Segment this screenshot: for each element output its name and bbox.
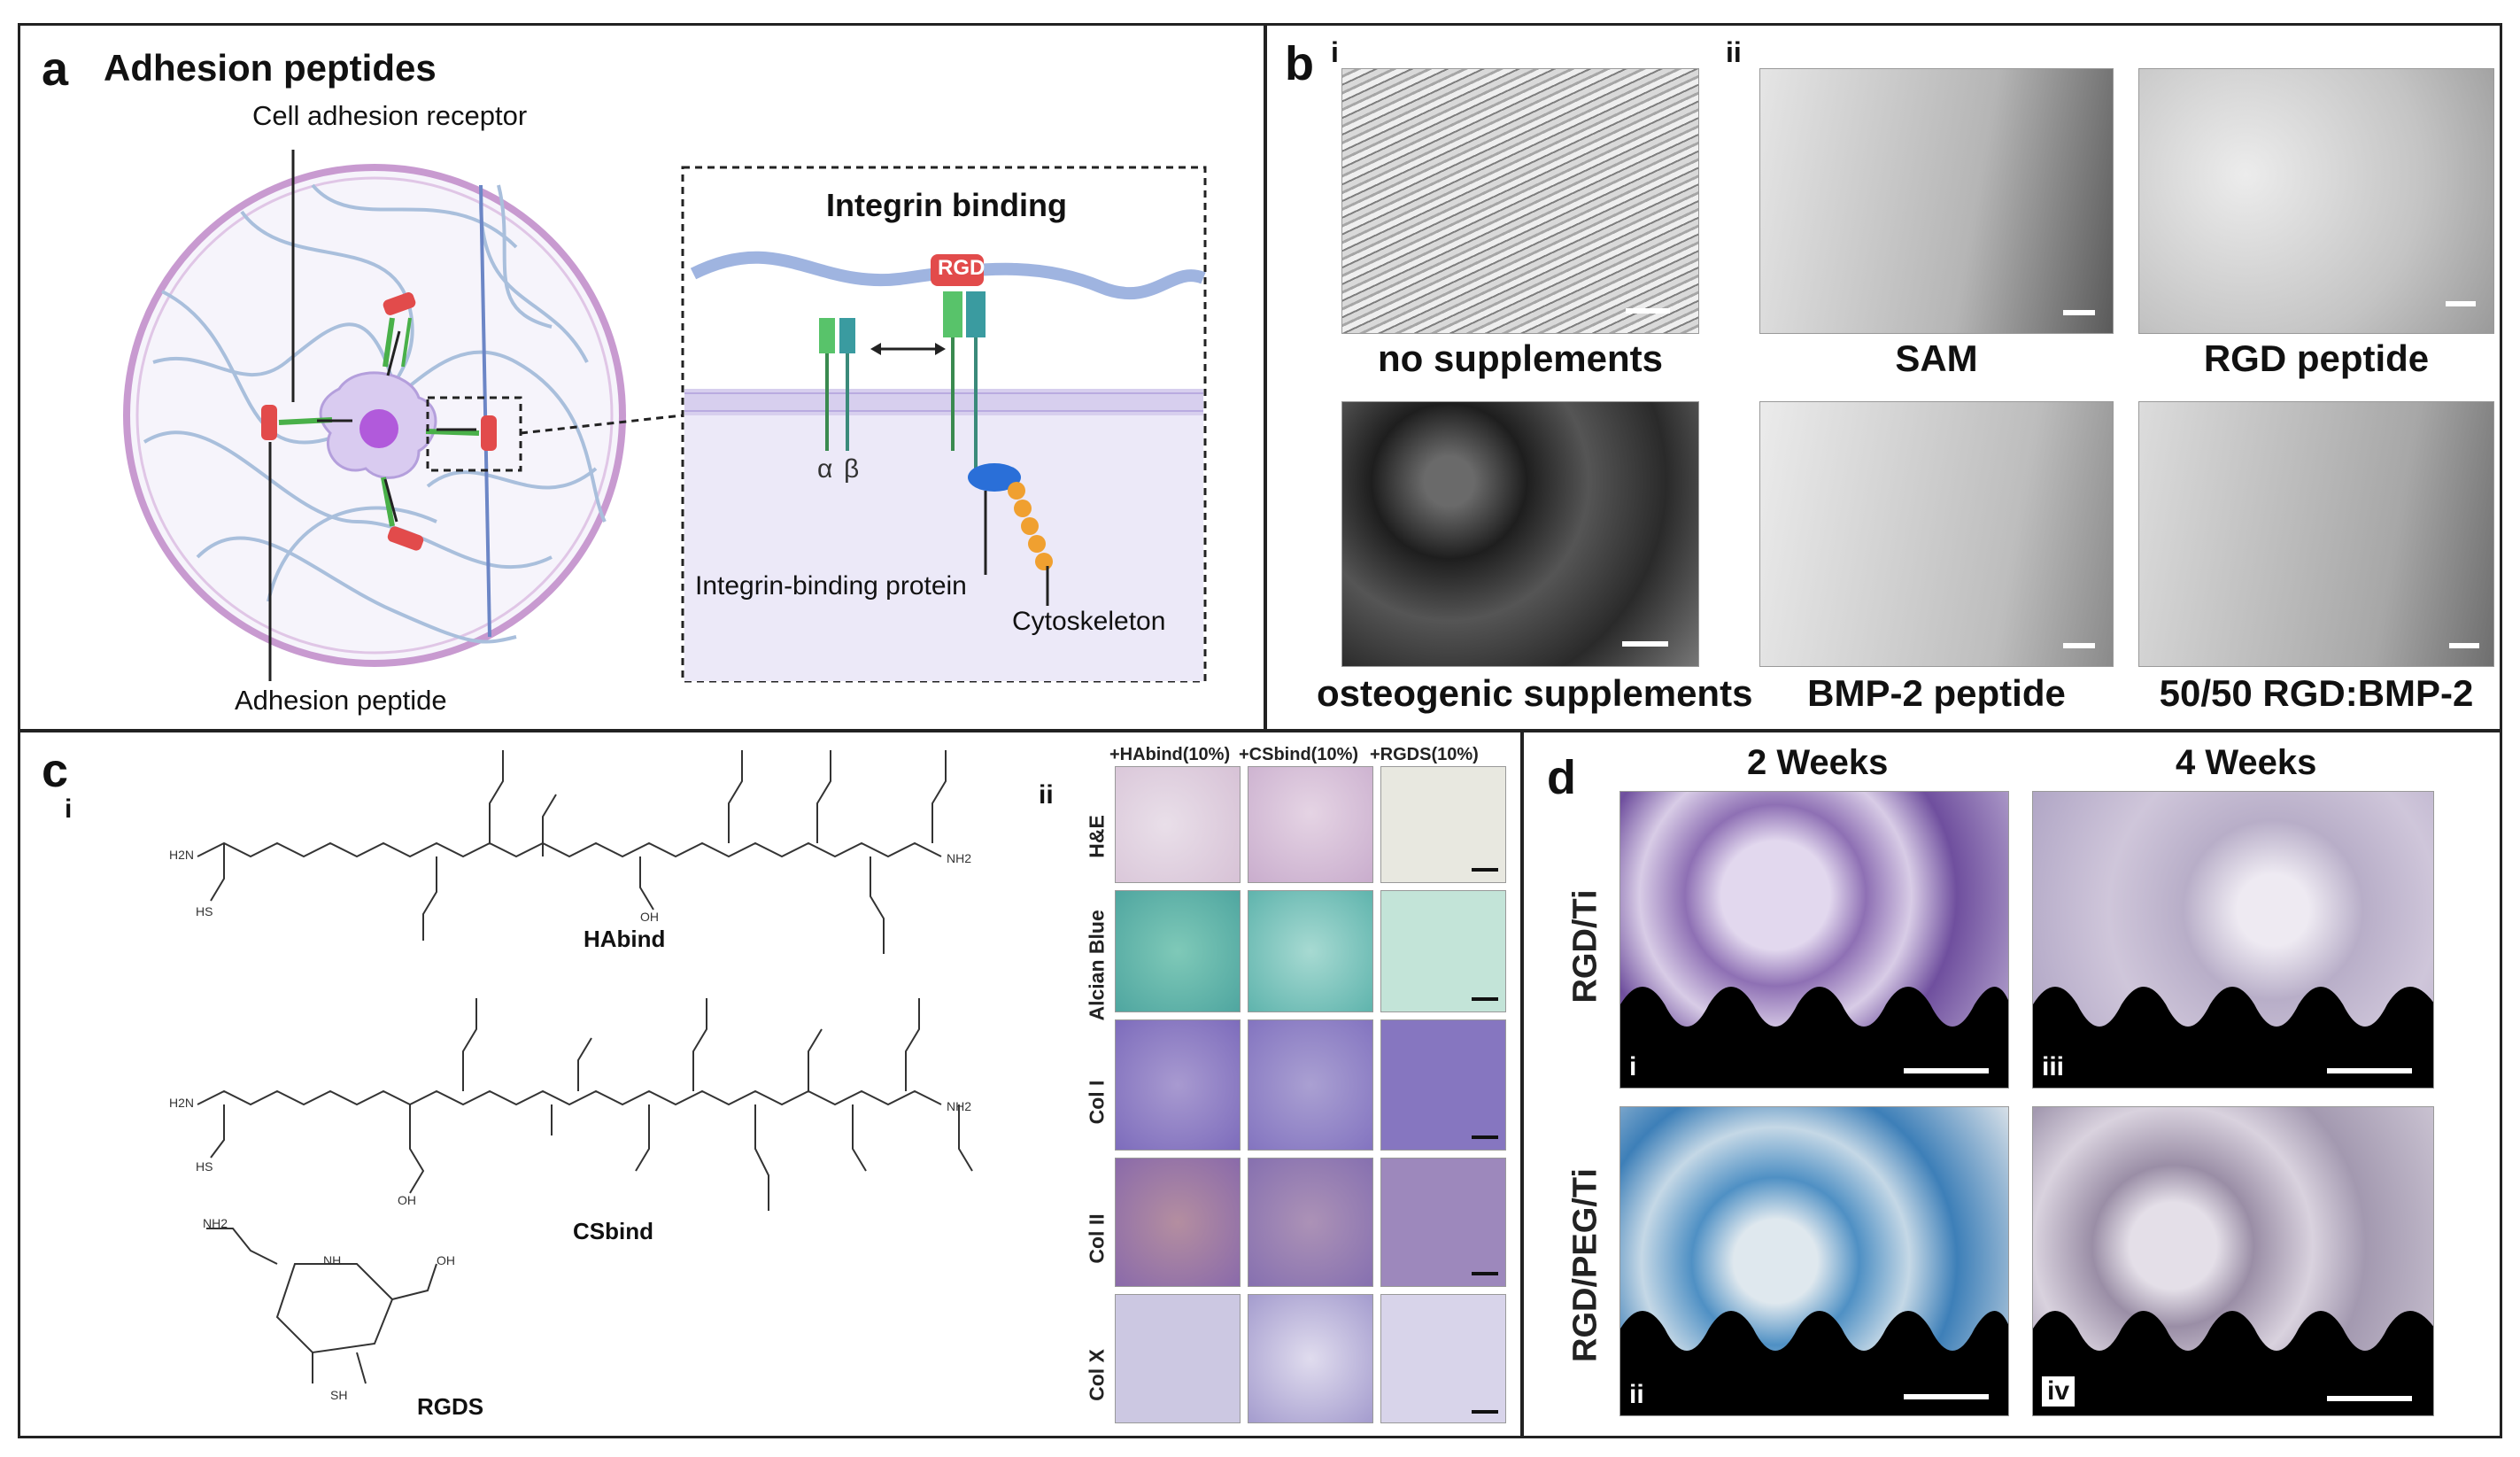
atom-nh-rgds: NH bbox=[323, 1253, 342, 1267]
histo-he-habind bbox=[1115, 766, 1241, 883]
histo-col1-habind bbox=[1115, 1019, 1241, 1151]
panel-c-sub-i: i bbox=[65, 794, 73, 824]
histo-col2-rgds bbox=[1380, 1158, 1506, 1287]
panel-a-title: Adhesion peptides bbox=[104, 47, 437, 89]
row-label-colx: Col X bbox=[1085, 1349, 1109, 1401]
adhesion-diagram bbox=[123, 150, 1207, 683]
label-csbind: CSbind bbox=[573, 1218, 653, 1244]
histology-2w-rgd-peg-ti: ii bbox=[1619, 1106, 2009, 1416]
row-label-he: H&E bbox=[1085, 815, 1109, 858]
panel-c: c i ii bbox=[18, 730, 1523, 1438]
histo-alcian-csbind bbox=[1248, 890, 1373, 1012]
histo-col2-csbind bbox=[1248, 1158, 1373, 1287]
panel-b-sub-ii: ii bbox=[1726, 36, 1742, 68]
panel-b: b i ii no supplements SAM RGD peptide os… bbox=[1264, 23, 2502, 732]
chemical-structures bbox=[197, 750, 973, 1384]
row-label-rgd-peg-ti: RGD/PEG/Ti bbox=[1566, 1168, 1604, 1362]
peptide-bottom bbox=[381, 477, 424, 551]
sub-label-i: i bbox=[1629, 1052, 1637, 1081]
histo-col2-habind bbox=[1115, 1158, 1241, 1287]
histo-col1-rgds bbox=[1380, 1019, 1506, 1151]
row-label-col2: Col II bbox=[1085, 1213, 1109, 1264]
panel-c-label: c bbox=[42, 744, 69, 797]
atom-nh2-rgds: NH2 bbox=[203, 1216, 228, 1230]
atom-oh-habind: OH bbox=[640, 910, 659, 924]
structure-csbind bbox=[197, 998, 973, 1211]
caption-rgd-bmp2: 50/50 RGD:BMP-2 bbox=[2159, 672, 2474, 714]
row-label-col1: Col I bbox=[1085, 1080, 1109, 1125]
label-integrin-binding-protein: Integrin-binding protein bbox=[695, 571, 967, 601]
histo-he-csbind bbox=[1248, 766, 1373, 883]
alpha-label: α bbox=[817, 454, 833, 484]
atom-oh-rgds: OH bbox=[437, 1253, 455, 1267]
caption-sam: SAM bbox=[1895, 337, 1978, 379]
histo-alcian-rgds bbox=[1380, 890, 1506, 1012]
col-label-rgds: +RGDS(10%) bbox=[1370, 745, 1479, 764]
label-rgds: RGDS bbox=[417, 1393, 484, 1420]
cell-nucleus bbox=[359, 409, 398, 448]
atom-h2n-csbind: H2N bbox=[169, 1096, 195, 1110]
beta-label: β bbox=[844, 454, 860, 484]
rgd-label: RGD bbox=[938, 256, 986, 280]
histo-colx-rgds bbox=[1380, 1294, 1506, 1423]
atom-hs-csbind: HS bbox=[196, 1159, 213, 1174]
atom-nh2-csbind: NH2 bbox=[947, 1099, 972, 1113]
micrograph-osteogenic bbox=[1341, 401, 1699, 667]
histo-alcian-habind bbox=[1115, 890, 1241, 1012]
micrograph-rgd-peptide bbox=[2138, 68, 2494, 334]
caption-no-supplements: no supplements bbox=[1377, 337, 1664, 379]
col-label-habind: +HAbind(10%) bbox=[1109, 745, 1231, 764]
histo-col1-csbind bbox=[1248, 1019, 1373, 1151]
panel-d-label: d bbox=[1547, 751, 1576, 804]
panel-a-label: a bbox=[42, 43, 69, 96]
histo-colx-habind bbox=[1115, 1294, 1241, 1423]
col-label-csbind: +CSbind(10%) bbox=[1239, 745, 1359, 764]
row-label-alcian: Alcian Blue bbox=[1085, 910, 1109, 1021]
row-label-rgd-ti: RGD/Ti bbox=[1566, 889, 1604, 1004]
atom-h2n-habind: H2N bbox=[169, 848, 195, 862]
col-label-4-weeks: 4 Weeks bbox=[2176, 743, 2317, 782]
atom-sh-rgds: SH bbox=[330, 1388, 348, 1402]
histology-4w-rgd-ti: iii bbox=[2032, 791, 2434, 1089]
histo-colx-csbind bbox=[1248, 1294, 1373, 1423]
panel-b-sub-i: i bbox=[1331, 36, 1339, 68]
histology-2w-rgd-ti: i bbox=[1619, 791, 2009, 1089]
micrograph-sam bbox=[1759, 68, 2114, 334]
peptide-right bbox=[425, 415, 497, 451]
caption-bmp2: BMP-2 peptide bbox=[1807, 672, 2066, 714]
structure-rgds bbox=[206, 1228, 437, 1384]
caption-osteogenic: osteogenic supplements bbox=[1317, 672, 1753, 714]
panel-a: a Adhesion peptides bbox=[18, 23, 1266, 732]
atom-oh-csbind: OH bbox=[398, 1193, 416, 1207]
inset-title: Integrin binding bbox=[826, 187, 1067, 223]
caption-rgd-peptide: RGD peptide bbox=[2203, 337, 2430, 379]
atom-nh2-habind: NH2 bbox=[947, 851, 972, 865]
sub-label-iv: iv bbox=[2042, 1376, 2076, 1407]
histology-4w-rgd-peg-ti: iv bbox=[2032, 1106, 2434, 1416]
micrograph-no-supplements bbox=[1341, 68, 1699, 334]
structure-habind bbox=[197, 750, 947, 954]
panel-d: d 2 Weeks 4 Weeks RGD/Ti RGD/PEG/Ti i ii… bbox=[1521, 730, 2502, 1438]
sub-label-ii: ii bbox=[1629, 1380, 1644, 1409]
atom-hs-habind: HS bbox=[196, 904, 213, 918]
label-cytoskeleton: Cytoskeleton bbox=[1012, 607, 1166, 636]
panel-c-sub-ii: ii bbox=[1039, 780, 1054, 810]
micrograph-rgd-bmp2 bbox=[2138, 401, 2494, 667]
peptide-top bbox=[383, 292, 416, 368]
label-adhesion-peptide: Adhesion peptide bbox=[235, 685, 447, 716]
label-habind: HAbind bbox=[584, 926, 666, 952]
micrograph-bmp2 bbox=[1759, 401, 2114, 667]
sub-label-iii: iii bbox=[2042, 1052, 2065, 1081]
label-receptor: Cell adhesion receptor bbox=[252, 100, 528, 131]
panel-b-label: b bbox=[1285, 37, 1314, 90]
histo-he-rgds bbox=[1380, 766, 1506, 883]
col-label-2-weeks: 2 Weeks bbox=[1747, 743, 1889, 782]
